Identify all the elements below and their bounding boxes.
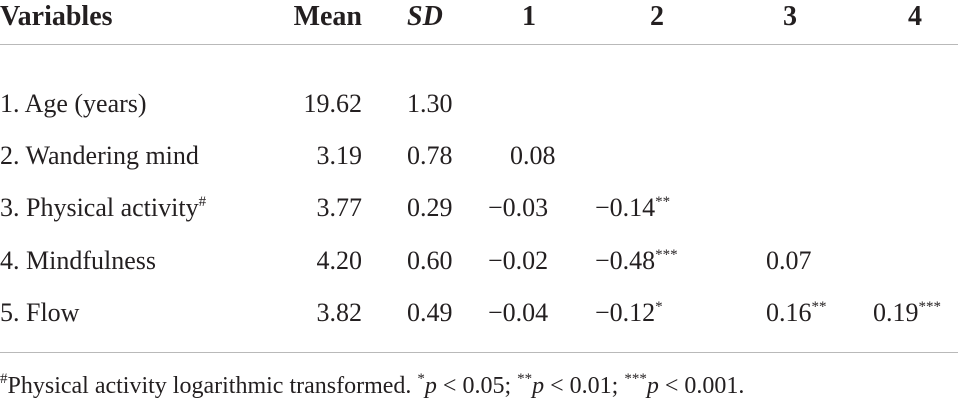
sd-value: 1.30 (407, 89, 453, 118)
variable-label: 4. Mindfulness (0, 246, 156, 275)
corr-col-2: −0.14** (595, 193, 671, 222)
header-sd: SD (407, 1, 443, 32)
mean-value: 4.20 (316, 246, 363, 275)
variable-label: 3. Physical activity# (0, 193, 207, 222)
sd-value: 0.49 (407, 298, 453, 327)
header-col-2: 2 (650, 1, 664, 32)
variable-label: 2. Wandering mind (0, 141, 199, 170)
corr-col-1: −0.02 (488, 246, 549, 275)
header-col-1: 1 (522, 1, 536, 32)
corr-col-3: 0.16** (766, 298, 827, 327)
table-row: 1. Age (years) 19.62 1.30 (0, 84, 958, 124)
corr-col-2: −0.48*** (595, 246, 678, 275)
variable-label: 5. Flow (0, 298, 80, 327)
variable-label: 1. Age (years) (0, 89, 147, 118)
table-row: 3. Physical activity# 3.77 0.29 −0.03 −0… (0, 188, 958, 228)
corr-col-1: 0.08 (510, 141, 556, 170)
mean-value: 3.77 (316, 193, 363, 222)
bottom-rule (0, 352, 958, 353)
table-header-row: Variables Mean SD 1 2 3 4 (0, 0, 958, 37)
sd-value: 0.78 (407, 141, 453, 170)
sd-value: 0.60 (407, 246, 453, 275)
table-row: 4. Mindfulness 4.20 0.60 −0.02 −0.48*** … (0, 241, 958, 281)
header-col-3: 3 (783, 1, 797, 32)
mean-value: 3.82 (316, 298, 363, 327)
header-rule (0, 44, 958, 45)
mean-value: 3.19 (316, 141, 363, 170)
corr-col-1: −0.04 (488, 298, 549, 327)
mean-value: 19.62 (303, 89, 363, 118)
table-footnote: #Physical activity logarithmic transform… (0, 371, 745, 400)
corr-col-4: 0.19*** (873, 298, 941, 327)
table-row: 2. Wandering mind 3.19 0.78 0.08 (0, 136, 958, 176)
header-variables: Variables (0, 1, 113, 32)
corr-col-2: −0.12* (595, 298, 663, 327)
header-col-4: 4 (908, 1, 922, 32)
sd-value: 0.29 (407, 193, 453, 222)
header-mean: Mean (293, 1, 362, 32)
corr-col-1: −0.03 (488, 193, 549, 222)
table-row: 5. Flow 3.82 0.49 −0.04 −0.12* 0.16** 0.… (0, 293, 958, 333)
corr-col-3: 0.07 (766, 246, 812, 275)
